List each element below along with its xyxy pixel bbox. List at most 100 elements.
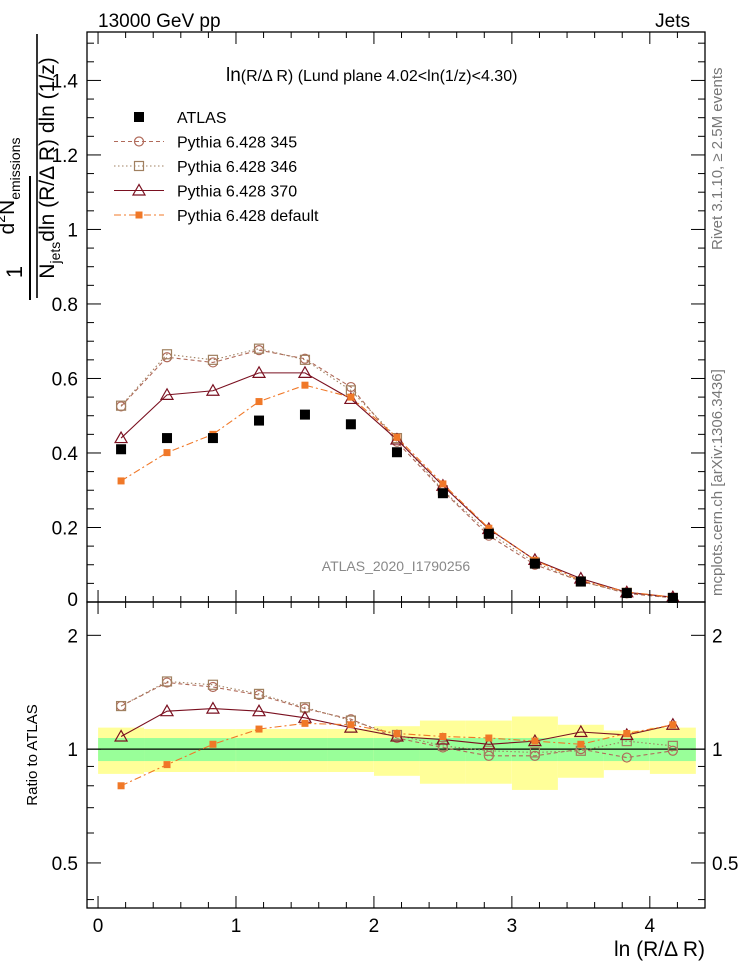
- main-point-atlas: [667, 592, 678, 603]
- ratio-point-pythia-6-428-345: [621, 752, 632, 763]
- ratio-line-pythia-6-428-345: [120, 681, 673, 759]
- ratio-y-tick-label: 2: [67, 626, 78, 647]
- ratio-point-pythia-6-428-346: [115, 700, 127, 712]
- main-point-pythia-6-428-default: [117, 477, 125, 485]
- mcplots-label: mcplots.cern.ch [arXiv:1306.3436]: [709, 369, 726, 596]
- ratio-point-pythia-6-428-370: [114, 729, 129, 742]
- legend-label-atlas: ATLAS: [177, 110, 227, 127]
- y-tick-label: 1.2: [52, 146, 78, 167]
- legend-marker-atlas: [134, 112, 144, 122]
- legend-marker-pythia-6-428-346: [133, 160, 145, 172]
- y-tick-label: 1: [67, 220, 78, 241]
- ratio-point-pythia-6-428-default: [577, 740, 585, 748]
- ratio-point-pythia-6-428-default: [209, 740, 217, 748]
- main-point-pythia-6-428-346: [207, 354, 219, 365]
- ratio-y-tick-label: 0.5: [52, 854, 78, 875]
- ratio-point-pythia-6-428-default: [623, 729, 631, 737]
- y-axis-label: 1 d2Nemissions Njetsdln (R/Δ R) dln (1/z…: [0, 34, 63, 300]
- main-point-pythia-6-428-370: [251, 365, 267, 378]
- ratio-point-pythia-6-428-370: [573, 724, 588, 738]
- main-point-atlas: [116, 444, 127, 455]
- y-tick-label-zero: 0: [67, 590, 78, 611]
- main-point-atlas: [254, 415, 265, 426]
- main-point-pythia-6-428-default: [439, 480, 447, 488]
- main-point-atlas: [575, 576, 586, 587]
- ratio-y-tick-label-right: 0.5: [712, 854, 738, 875]
- ratio-point-pythia-6-428-346: [207, 679, 219, 690]
- main-point-pythia-6-428-346: [161, 349, 173, 360]
- ratio-point-pythia-6-428-346: [529, 747, 541, 758]
- x-tick-label: 3: [507, 916, 518, 937]
- legend-marker-pythia-6-428-default: [135, 211, 143, 219]
- ratio-y-tick-label-right: 1: [712, 740, 723, 761]
- ratio-y-axis-label: Ratio to ATLAS: [24, 704, 41, 805]
- main-point-atlas: [621, 588, 632, 599]
- main-point-pythia-6-428-370: [297, 365, 312, 378]
- legend-marker-pythia-6-428-345: [133, 136, 145, 147]
- main-point-atlas: [483, 528, 494, 539]
- x-tick-label: 2: [369, 916, 380, 937]
- main-point-atlas: [391, 447, 402, 458]
- legend-label-pythia-6-428-345: Pythia 6.428 345: [177, 135, 297, 152]
- legend-marker-pythia-6-428-370: [131, 183, 147, 196]
- ratio-point-pythia-6-428-default: [669, 721, 677, 729]
- main-point-pythia-6-428-default: [301, 381, 309, 389]
- y-tick-label: 0.4: [52, 444, 79, 465]
- main-point-atlas: [207, 433, 218, 444]
- legend-label-pythia-6-428-370: Pythia 6.428 370: [177, 184, 297, 201]
- analysis-label: ATLAS_2020_I1790256: [322, 558, 471, 574]
- ratio-point-pythia-6-428-346: [437, 740, 449, 751]
- x-tick-label: 1: [231, 916, 242, 937]
- chart-title-main: ln: [226, 65, 241, 86]
- legend-label-pythia-6-428-346: Pythia 6.428 346: [177, 159, 297, 176]
- main-point-atlas: [299, 409, 310, 420]
- main-point-pythia-6-428-346: [253, 343, 265, 354]
- ratio-point-pythia-6-428-default: [347, 721, 355, 729]
- main-point-pythia-6-428-default: [485, 524, 493, 532]
- ylabel-denominator: Njetsdln (R/Δ R) dln (1/z): [36, 57, 63, 278]
- main-point-pythia-6-428-370: [159, 387, 175, 400]
- y-tick-label: 1.4: [52, 71, 79, 92]
- chart-title: ln(R/Δ R) (Lund plane 4.02<ln(1/z)<4.30): [226, 65, 517, 86]
- ylabel-numerator: d2Nemissions: [0, 138, 23, 235]
- main-point-pythia-6-428-default: [163, 449, 171, 457]
- ratio-point-pythia-6-428-346: [483, 745, 494, 756]
- main-point-pythia-6-428-370: [205, 383, 220, 396]
- ratio-point-pythia-6-428-346: [667, 740, 678, 751]
- ratio-y-tick-label: 1: [67, 740, 78, 761]
- ratio-point-pythia-6-428-370: [205, 701, 220, 714]
- y-tick-label: 0.8: [52, 295, 78, 316]
- main-point-pythia-6-428-default: [255, 398, 263, 406]
- ylabel-numerator-one: 1: [2, 266, 27, 278]
- ratio-series-group: [114, 676, 680, 790]
- main-point-pythia-6-428-346: [299, 354, 311, 365]
- ratio-point-pythia-6-428-default: [531, 737, 539, 745]
- ratio-point-pythia-6-428-default: [393, 729, 401, 737]
- ratio-point-pythia-6-428-default: [163, 761, 171, 769]
- main-point-pythia-6-428-346: [115, 400, 127, 411]
- chart-title-detail: (R/Δ R) (Lund plane 4.02<ln(1/z)<4.30): [241, 68, 518, 85]
- main-point-pythia-6-428-370: [114, 430, 129, 444]
- main-point-atlas: [345, 419, 356, 430]
- x-tick-label: 0: [93, 916, 104, 937]
- ratio-point-pythia-6-428-370: [159, 703, 175, 717]
- legend-label-pythia-6-428-default: Pythia 6.428 default: [177, 208, 319, 225]
- ratio-point-pythia-6-428-default: [485, 734, 493, 742]
- main-point-pythia-6-428-default: [393, 433, 401, 441]
- rivet-version-label: Rivet 3.1.10, ≥ 2.5M events: [709, 68, 726, 251]
- ratio-point-pythia-6-428-default: [255, 725, 263, 733]
- ratio-panel-frame: [86, 601, 706, 909]
- ratio-point-pythia-6-428-346: [253, 688, 265, 699]
- ratio-point-pythia-6-428-370: [251, 703, 267, 717]
- x-axis-label: ln (R/Δ R): [614, 938, 705, 961]
- legend: ATLAS Pythia 6.428 345 Pythia 6.428 346 Pyt…: [114, 110, 319, 225]
- main-point-atlas: [437, 488, 448, 499]
- ratio-uncertainty-bands: [98, 716, 696, 790]
- ratio-y-tick-label-right: 2: [712, 626, 723, 647]
- ratio-point-pythia-6-428-default: [301, 719, 309, 727]
- main-series-group: [114, 343, 680, 604]
- main-point-atlas: [529, 558, 540, 569]
- y-tick-label: 0.2: [52, 518, 78, 539]
- ratio-point-pythia-6-428-default: [117, 782, 125, 790]
